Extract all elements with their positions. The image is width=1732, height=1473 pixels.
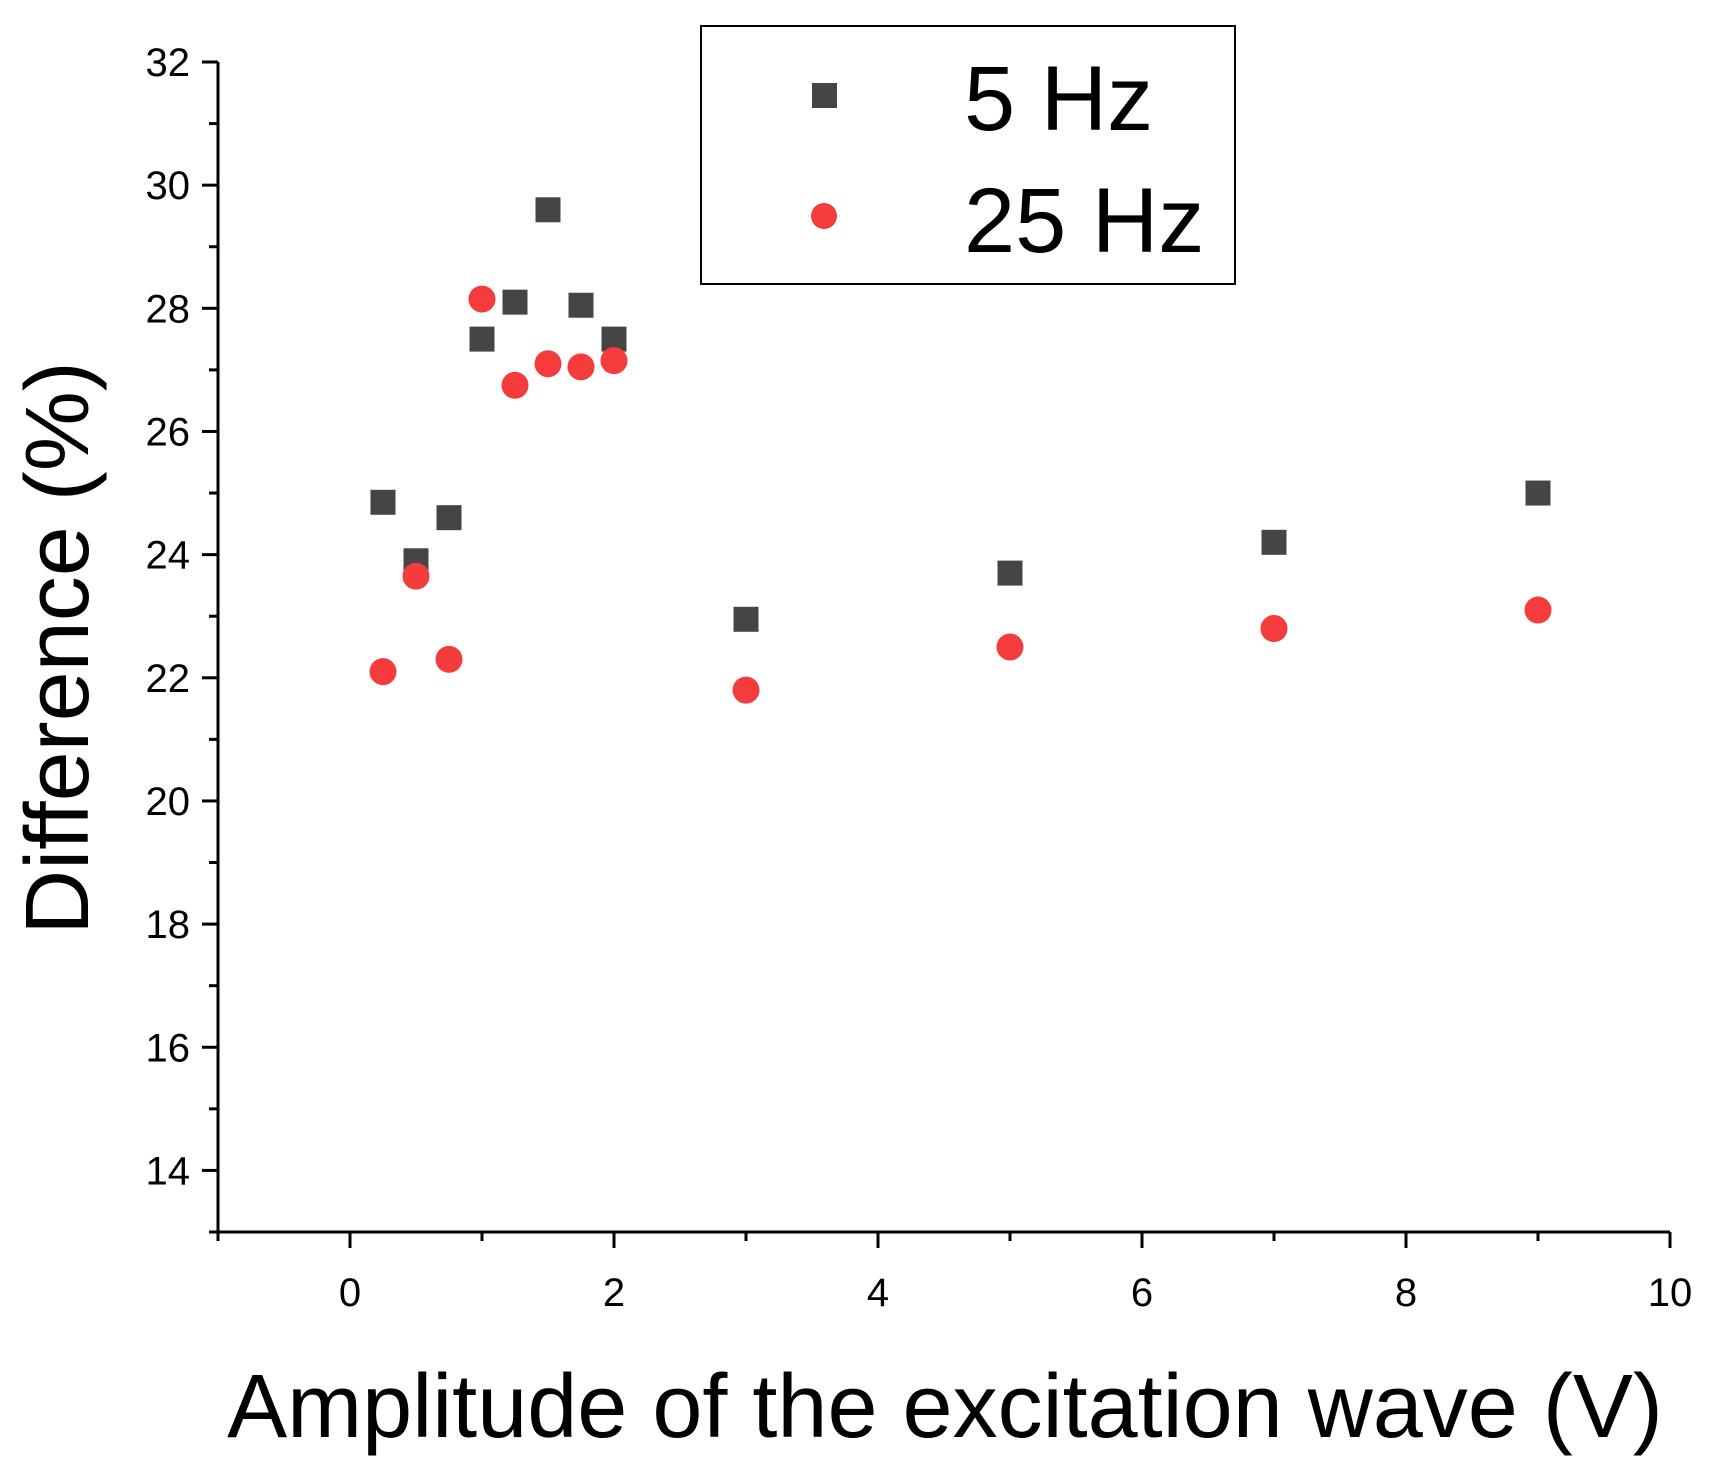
y-tick-label: 26 [146,410,191,454]
data-point-circle [369,658,397,686]
legend-label-5hz: 5 Hz [964,48,1153,150]
data-point-square [436,505,462,531]
data-point-square [733,606,759,632]
x-tick-label: 10 [1648,1271,1693,1315]
data-point-circle [567,353,595,381]
series-5-hz [370,197,1551,632]
y-tick-label: 18 [146,903,191,947]
axes [216,62,1670,1234]
data-point-circle [1524,596,1552,624]
y-tick-label: 20 [146,780,191,824]
y-tick-label: 24 [146,534,191,578]
data-point-square [1261,529,1287,555]
data-point-circle [600,347,628,375]
data-point-circle [501,371,529,399]
data-point-circle [1260,615,1288,643]
y-tick-label: 14 [146,1149,191,1193]
legend: 5 Hz 25 Hz [700,25,1236,285]
series-25-hz [369,285,1552,704]
data-point-circle [435,645,463,673]
y-tick-label: 28 [146,287,191,331]
data-point-square [1525,480,1551,506]
y-tick-label: 16 [146,1026,191,1070]
data-point-square [568,292,594,318]
data-point-square [535,197,561,223]
data-point-circle [996,633,1024,661]
y-tick-label: 30 [146,164,191,208]
x-tick-label: 6 [1131,1271,1153,1315]
data-point-square [502,289,528,315]
x-tick-label: 8 [1395,1271,1417,1315]
legend-marker-5hz [812,83,837,108]
legend-marker-25hz [811,203,837,229]
legend-box [700,25,1236,285]
x-tick-label: 4 [867,1271,889,1315]
x-tick-label: 0 [339,1271,361,1315]
data-point-circle [468,285,496,313]
x-tick-label: 2 [603,1271,625,1315]
data-point-square [370,489,396,515]
data-point-square [469,326,495,352]
y-axis-title: Difference (%) [8,361,108,935]
x-axis-title: Amplitude of the excitation wave (V) [227,1357,1663,1457]
y-tick-label: 32 [146,41,191,85]
data-point-square [997,560,1023,586]
data-point-circle [534,350,562,378]
data-point-circle [732,676,760,704]
legend-label-25hz: 25 Hz [964,170,1204,272]
y-tick-label: 22 [146,657,191,701]
data-points [369,197,1552,704]
data-point-circle [402,562,430,590]
